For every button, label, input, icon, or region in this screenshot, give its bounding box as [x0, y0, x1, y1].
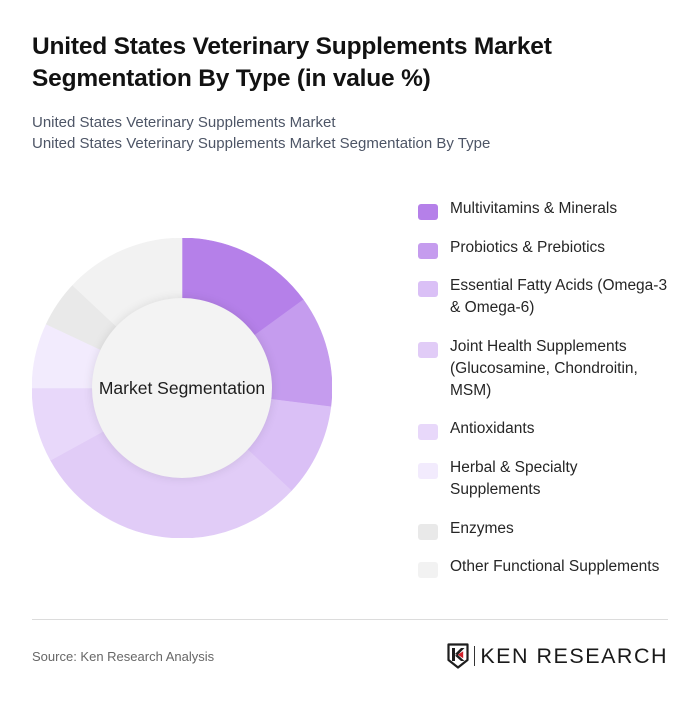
subtitle-line-2: United States Veterinary Supplements Mar…: [32, 135, 491, 152]
legend-label: Other Functional Supplements: [450, 558, 660, 576]
legend-item-herbal-specialty: Herbal & Specialty Supplements: [418, 457, 671, 501]
chart-title: United States Veterinary Supplements Mar…: [32, 33, 552, 92]
logo-divider: [473, 646, 476, 666]
donut-chart: Market Segmentation: [32, 238, 332, 538]
legend-item-probiotics: Probiotics & Prebiotics: [418, 237, 671, 259]
legend-swatch-icon: [418, 281, 438, 298]
legend-label: Enzymes: [450, 519, 514, 537]
legend-swatch-icon: [418, 462, 438, 479]
legend-label: Herbal & Specialty Supplements: [450, 458, 578, 498]
legend-item-essential-fatty-acids: Essential Fatty Acids (Omega-3 & Omega-6…: [418, 275, 671, 319]
donut-center: Market Segmentation: [92, 298, 272, 478]
legend-item-multivitamins: Multivitamins & Minerals: [418, 198, 671, 220]
legend-swatch-icon: [418, 341, 438, 358]
legend-label: Antioxidants: [450, 420, 535, 438]
footer-divider: [32, 619, 668, 620]
legend-swatch-icon: [418, 562, 438, 579]
shield-k-logo-icon: [447, 643, 469, 669]
legend-item-joint-health: Joint Health Supplements (Glucosamine, C…: [418, 336, 671, 402]
legend-item-other-functional: Other Functional Supplements: [418, 556, 671, 579]
legend-item-enzymes: Enzymes: [418, 518, 671, 540]
legend-swatch-icon: [418, 242, 438, 259]
donut-svg: [32, 238, 332, 538]
chart-subtitle: United States Veterinary Supplements Mar…: [32, 112, 490, 154]
legend-swatch-icon: [418, 523, 438, 540]
donut-center-label: Market Segmentation: [98, 377, 266, 398]
subtitle-line-1: United States Veterinary Supplements Mar…: [32, 114, 336, 131]
legend-label: Multivitamins & Minerals: [450, 200, 618, 217]
legend-swatch-icon: [418, 204, 438, 220]
legend-swatch-icon: [418, 424, 438, 441]
source-note: Source: Ken Research Analysis: [32, 649, 215, 664]
legend-item-antioxidants: Antioxidants: [418, 418, 671, 441]
ken-research-logo: KEN RESEARCH: [447, 643, 668, 669]
legend-label: Joint Health Supplements (Glucosamine, C…: [450, 337, 638, 399]
legend-label: Probiotics & Prebiotics: [450, 238, 606, 256]
brand-name: KEN RESEARCH: [480, 644, 668, 668]
chart-legend: Multivitamins & Minerals Probiotics & Pr…: [418, 198, 671, 579]
legend-label: Essential Fatty Acids (Omega-3 & Omega-6…: [450, 277, 668, 317]
